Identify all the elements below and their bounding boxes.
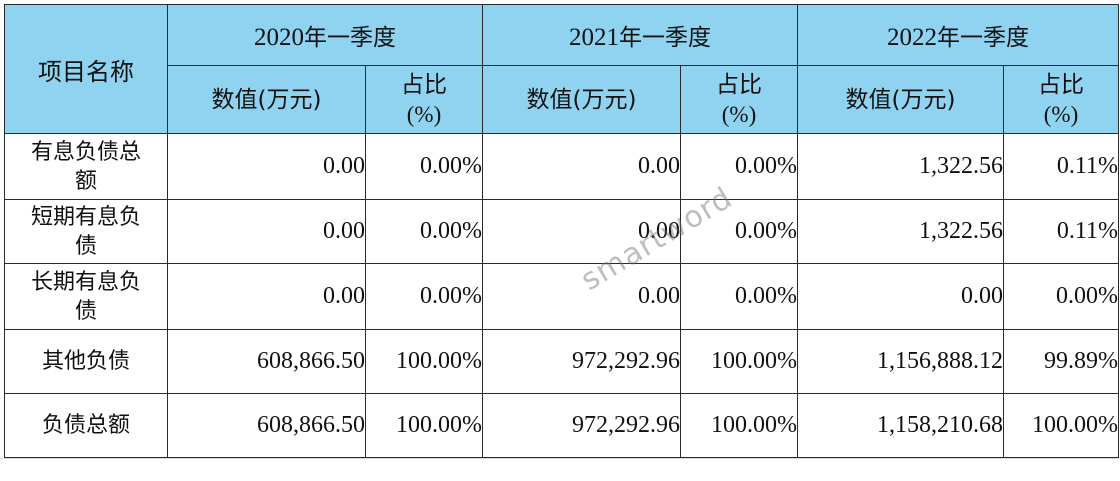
row-label-line2: 债 xyxy=(74,298,97,324)
ratio-cell: 0.00% xyxy=(680,263,798,330)
ratio-cell: 100.00% xyxy=(680,329,798,394)
name-column-header: 项目名称 xyxy=(4,4,168,134)
row-label: 长期有息负债 xyxy=(4,263,168,330)
ratio-header-unit: (%) xyxy=(721,101,757,127)
value-cell: 0.00 xyxy=(482,133,681,200)
header-row-metrics: 数值(万元) 占比 (%) 数值(万元) 占比 (%) 数值(万元) 占比 (%) xyxy=(5,65,1119,134)
row-label-line2: 债 xyxy=(74,233,97,259)
period-suffix: 年一季度 xyxy=(937,25,1029,51)
period-header-2020: 2020年一季度 xyxy=(167,4,483,66)
value-cell: 0.00 xyxy=(167,263,366,330)
value-cell: 0.00 xyxy=(482,263,681,330)
ratio-cell: 99.89% xyxy=(1003,329,1119,394)
value-cell: 0.00 xyxy=(482,199,681,264)
ratio-header-unit: (%) xyxy=(1043,101,1079,127)
ratio-header-unit: (%) xyxy=(406,101,442,127)
row-label-line2: 额 xyxy=(74,168,97,194)
header-row-periods: 项目名称 2020年一季度 2021年一季度 2022年一季度 xyxy=(4,4,1119,134)
value-cell: 1,322.56 xyxy=(797,199,1004,264)
ratio-cell: 0.00% xyxy=(365,199,483,264)
ratio-cell: 100.00% xyxy=(680,393,798,458)
value-cell: 972,292.96 xyxy=(482,329,681,394)
ratio-header: 占比 (%) xyxy=(680,65,798,134)
row-label: 负债总额 xyxy=(4,393,168,458)
value-cell: 1,158,210.68 xyxy=(797,393,1004,458)
value-cell: 1,322.56 xyxy=(797,133,1004,200)
table-row: 有息负债总额 0.00 0.00% 0.00 0.00% 1,322.56 0.… xyxy=(4,133,1119,200)
ratio-cell: 0.00% xyxy=(1003,263,1119,330)
ratio-cell: 0.00% xyxy=(365,263,483,330)
value-cell: 608,866.50 xyxy=(167,393,366,458)
ratio-header: 占比 (%) xyxy=(1003,65,1119,134)
period-year: 2022 xyxy=(887,24,937,51)
table-row: 长期有息负债 0.00 0.00% 0.00 0.00% 0.00 0.00% xyxy=(4,263,1119,330)
value-header: 数值(万元) xyxy=(167,65,366,134)
value-cell: 0.00 xyxy=(797,263,1004,330)
value-cell: 0.00 xyxy=(167,133,366,200)
page-bottom-margin xyxy=(0,458,1120,481)
ratio-header: 占比 (%) xyxy=(365,65,483,134)
ratio-cell: 0.00% xyxy=(680,199,798,264)
period-header-2022: 2022年一季度 xyxy=(797,4,1119,66)
ratio-header-label: 占比 xyxy=(1038,71,1084,98)
period-year: 2021 xyxy=(569,24,619,51)
period-suffix: 年一季度 xyxy=(304,25,396,51)
value-cell: 0.00 xyxy=(167,199,366,264)
value-header: 数值(万元) xyxy=(797,65,1004,134)
period-header-2021: 2021年一季度 xyxy=(482,4,798,66)
ratio-header-label: 占比 xyxy=(401,71,447,98)
ratio-cell: 0.11% xyxy=(1003,199,1119,264)
period-suffix: 年一季度 xyxy=(619,25,711,51)
ratio-cell: 0.00% xyxy=(680,133,798,200)
row-label: 有息负债总额 xyxy=(4,133,168,200)
ratio-cell: 100.00% xyxy=(1003,393,1119,458)
period-year: 2020 xyxy=(254,24,304,51)
value-header: 数值(万元) xyxy=(482,65,681,134)
row-label-line1: 短期有息负 xyxy=(30,204,141,230)
value-cell: 1,156,888.12 xyxy=(797,329,1004,394)
ratio-header-label: 占比 xyxy=(716,71,762,98)
table-row: 负债总额 608,866.50 100.00% 972,292.96 100.0… xyxy=(4,393,1119,458)
value-cell: 608,866.50 xyxy=(167,329,366,394)
row-label-line1: 长期有息负 xyxy=(30,269,141,295)
table-row: 其他负债 608,866.50 100.00% 972,292.96 100.0… xyxy=(4,329,1119,394)
row-label-line1: 有息负债总 xyxy=(30,139,141,165)
ratio-cell: 0.11% xyxy=(1003,133,1119,200)
ratio-cell: 100.00% xyxy=(365,329,483,394)
value-cell: 972,292.96 xyxy=(482,393,681,458)
table-row: 短期有息负债 0.00 0.00% 0.00 0.00% 1,322.56 0.… xyxy=(4,199,1119,264)
ratio-cell: 0.00% xyxy=(365,133,483,200)
liability-table: 项目名称 2020年一季度 2021年一季度 2022年一季度 数值(万元) 占… xyxy=(4,4,1119,458)
ratio-cell: 100.00% xyxy=(365,393,483,458)
row-label: 短期有息负债 xyxy=(4,199,168,264)
row-label: 其他负债 xyxy=(4,329,168,394)
